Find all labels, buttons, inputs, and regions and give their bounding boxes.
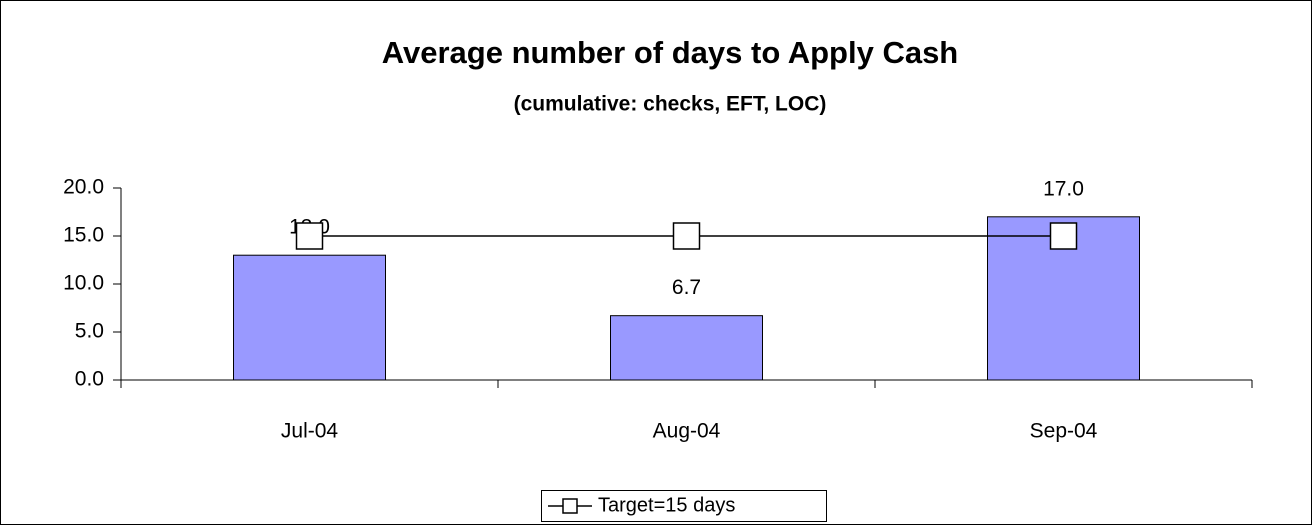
- line-marker: [672, 222, 701, 250]
- x-tick-label: Jul-04: [281, 420, 339, 443]
- data-label: 6.7: [672, 276, 701, 299]
- chart-title: Average number of days to Apply Cash: [382, 35, 959, 70]
- x-tick-label: Sep-04: [1030, 420, 1098, 443]
- legend-label: Target=15 days: [598, 494, 735, 516]
- bar: [233, 254, 386, 381]
- line-marker: [1049, 222, 1078, 250]
- y-tick-label: 20.0: [63, 176, 104, 199]
- y-tick-label: 5.0: [75, 320, 104, 343]
- line-marker: [295, 222, 324, 250]
- x-tick-label: Aug-04: [653, 420, 721, 443]
- legend-marker: [562, 498, 578, 514]
- chart-subtitle: (cumulative: checks, EFT, LOC): [514, 93, 827, 116]
- y-tick-label: 15.0: [63, 224, 104, 247]
- y-tick-label: 10.0: [63, 272, 104, 295]
- y-tick-label: 0.0: [75, 368, 104, 391]
- bar: [610, 315, 763, 381]
- data-label: 17.0: [1043, 177, 1084, 200]
